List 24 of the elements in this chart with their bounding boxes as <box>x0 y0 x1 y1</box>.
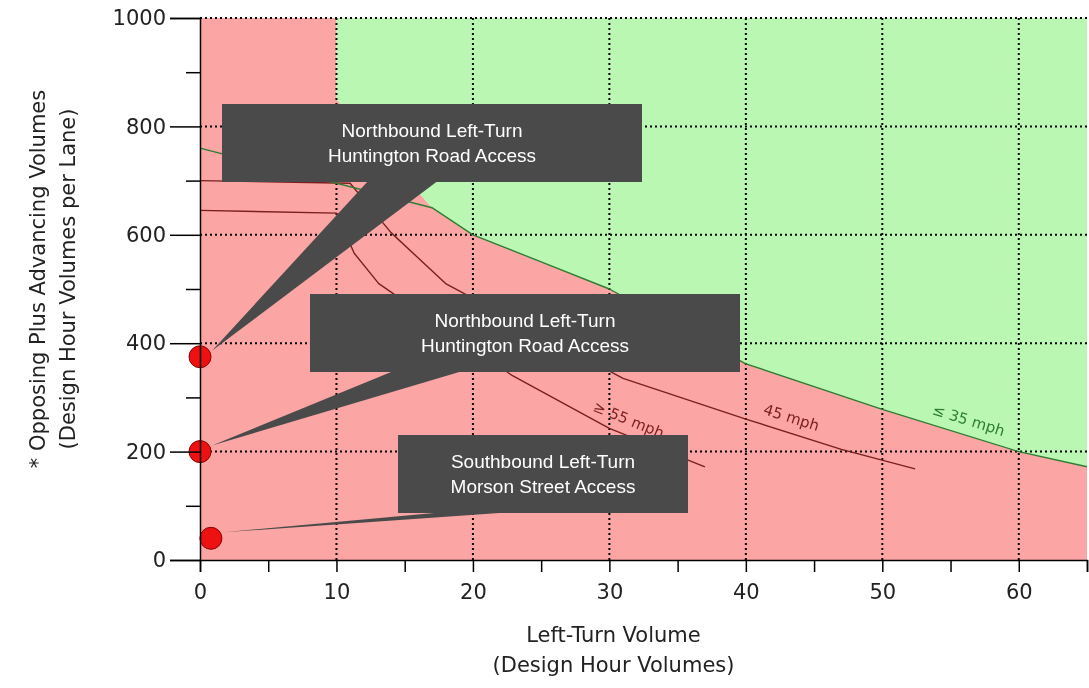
x-tick-label: 10 <box>323 579 351 604</box>
y-tick-label: 800 <box>125 114 166 139</box>
x-tick-label: 60 <box>1005 579 1033 604</box>
y-axis-title: * Opposing Plus Advancing Volumes (Design Hour Volumes per Lane) <box>26 89 80 469</box>
y-tick-label: 200 <box>125 439 166 464</box>
x-tick-label: 30 <box>596 579 624 604</box>
y-tick-label: 400 <box>125 331 166 356</box>
text: 45 mph <box>761 400 822 436</box>
x-axis-title: Left-Turn Volume (Design Hour Volumes) <box>492 623 735 677</box>
y-tick-label: 1000 <box>112 6 166 31</box>
point <box>199 526 223 550</box>
point <box>188 440 212 464</box>
point <box>188 345 212 369</box>
y-tick-label: 600 <box>125 223 166 248</box>
annotation: Northbound Left-Turn Huntington Road Access <box>420 310 630 356</box>
x-tick-label: 0 <box>193 579 208 604</box>
callout-box: Southbound Left-Turn Morson Street Access <box>222 435 688 533</box>
text: ≤ 35 mph <box>930 400 1008 441</box>
x-tick-label: 20 <box>460 579 487 604</box>
x-tick-label: 50 <box>869 579 897 604</box>
y-tick-label: 0 <box>152 548 166 573</box>
annotation: Southbound Left-Turn Morson Street Access <box>450 451 636 497</box>
annotation: Northbound Left-Turn Huntington Road Access <box>327 120 537 166</box>
x-tick-label: 40 <box>732 579 760 604</box>
